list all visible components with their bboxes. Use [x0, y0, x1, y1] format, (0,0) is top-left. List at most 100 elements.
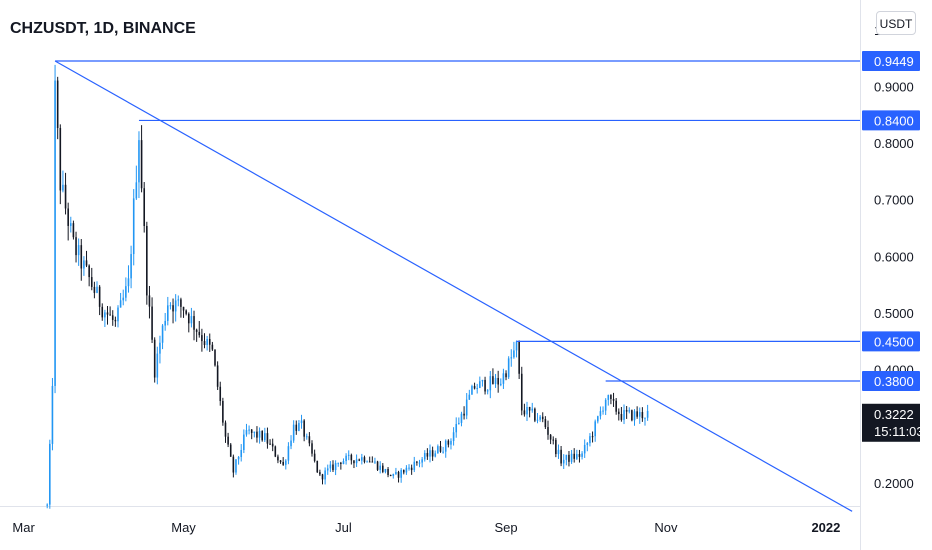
candle — [594, 419, 596, 442]
candle — [287, 442, 290, 465]
level-badge: 0.4500 — [862, 331, 920, 352]
candle — [518, 340, 520, 379]
chart-title: CHZUSDT, 1D, BINANCE — [10, 20, 196, 37]
candle — [340, 461, 342, 470]
candle — [460, 411, 463, 427]
candle — [169, 302, 172, 310]
candle — [146, 221, 148, 305]
currency-selector[interactable]: USDT — [876, 11, 916, 35]
candle — [292, 420, 295, 443]
candle — [143, 182, 146, 233]
candle — [502, 368, 505, 389]
candle — [447, 439, 450, 448]
candle — [298, 420, 300, 432]
candle — [507, 356, 510, 379]
candle — [245, 423, 248, 437]
candle — [528, 406, 531, 418]
candle — [413, 456, 416, 473]
candle — [534, 407, 536, 423]
candle — [326, 464, 329, 475]
candle — [282, 457, 284, 466]
candle — [547, 420, 549, 440]
candle — [261, 430, 263, 442]
candle — [69, 216, 72, 233]
level-badge: 0.3800 — [862, 371, 920, 392]
candle — [631, 409, 633, 422]
candle — [387, 467, 389, 478]
candle — [610, 394, 612, 405]
candle — [98, 285, 101, 316]
candle — [96, 281, 98, 294]
candle — [279, 460, 282, 464]
candle — [67, 202, 69, 241]
candle — [214, 349, 216, 367]
candle — [342, 458, 345, 465]
candle — [240, 444, 243, 462]
x-tick-label: May — [171, 520, 196, 535]
x-tick-label: 2022 — [811, 520, 840, 535]
candle — [237, 455, 240, 465]
candle — [216, 361, 219, 391]
candle — [88, 264, 90, 287]
candle — [455, 417, 458, 438]
candle — [560, 445, 562, 467]
candle — [607, 394, 610, 406]
candle — [345, 453, 347, 465]
candle — [465, 393, 468, 420]
candle — [374, 457, 376, 464]
y-tick-label: 0.6000 — [874, 249, 914, 264]
candle — [479, 376, 481, 389]
candle — [159, 335, 161, 364]
y-tick-label: 0.5000 — [874, 306, 914, 321]
candle — [64, 172, 67, 215]
candle — [153, 337, 156, 383]
candle — [476, 383, 478, 394]
candle — [382, 463, 384, 474]
candle — [531, 402, 534, 413]
candle — [83, 256, 85, 276]
candle — [313, 449, 316, 463]
candle — [180, 297, 182, 318]
candle — [523, 403, 526, 417]
candle — [295, 420, 298, 435]
trendline[interactable] — [54, 60, 853, 512]
candle — [172, 298, 174, 324]
candle — [303, 419, 305, 442]
candle — [552, 436, 555, 445]
candle — [549, 434, 552, 445]
candle — [505, 370, 507, 381]
candle — [350, 453, 353, 465]
candle — [211, 341, 214, 351]
candle — [544, 416, 547, 430]
candle — [597, 415, 599, 424]
candle — [473, 382, 476, 390]
candle — [437, 444, 439, 454]
svg-text:0.9449: 0.9449 — [874, 54, 914, 69]
candle — [54, 64, 56, 394]
candle — [229, 443, 232, 457]
candle — [450, 438, 452, 450]
candle — [363, 455, 366, 464]
candle — [243, 429, 245, 454]
candle — [623, 404, 625, 425]
candle — [119, 292, 122, 308]
candle — [636, 406, 638, 419]
candle — [337, 462, 340, 467]
x-tick-label: Jul — [335, 520, 352, 535]
candle — [208, 333, 211, 352]
candle — [132, 189, 135, 266]
candle — [256, 426, 258, 443]
candle — [72, 220, 75, 240]
candle — [90, 267, 93, 291]
candle — [376, 460, 379, 471]
y-tick-label: 0.2000 — [874, 476, 914, 491]
candle — [591, 431, 594, 443]
candle — [578, 449, 581, 463]
candle — [408, 464, 410, 471]
candle — [405, 465, 408, 475]
candle — [599, 406, 602, 420]
candle — [224, 420, 227, 443]
candle — [520, 366, 523, 416]
candle — [486, 389, 489, 395]
